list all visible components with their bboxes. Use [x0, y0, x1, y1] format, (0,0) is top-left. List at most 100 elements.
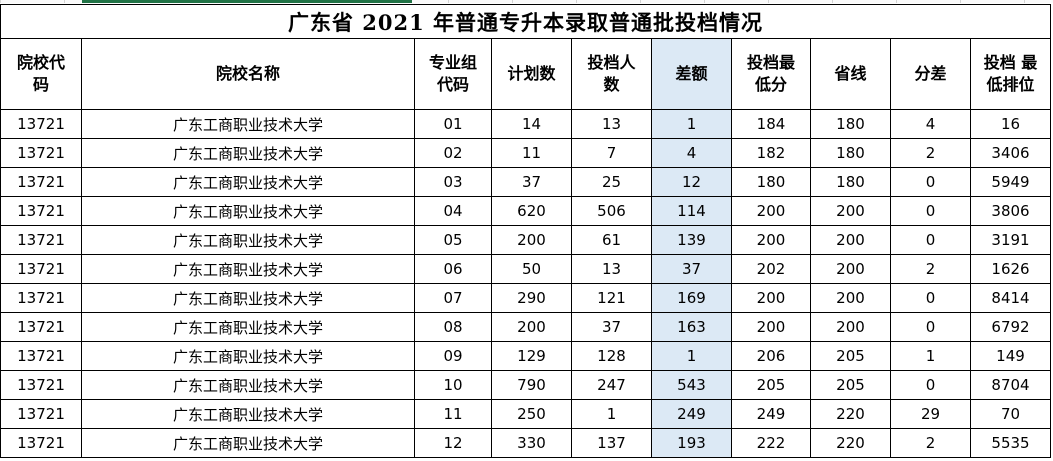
- school-code-cell[interactable]: 13721: [0, 109, 82, 139]
- diff-cell[interactable]: 169: [651, 283, 732, 313]
- gap-cell[interactable]: 2: [890, 428, 971, 458]
- diff-cell[interactable]: 114: [651, 196, 732, 226]
- line-cell[interactable]: 200: [810, 254, 891, 284]
- group-code-cell[interactable]: 08: [414, 312, 492, 342]
- filed-cell[interactable]: 61: [571, 225, 652, 255]
- gap-cell[interactable]: 2: [890, 254, 971, 284]
- filed-cell[interactable]: 137: [571, 428, 652, 458]
- rank-cell[interactable]: 3806: [970, 196, 1051, 226]
- header-min-score[interactable]: 投档最 低分: [731, 38, 811, 110]
- school-code-cell[interactable]: 13721: [0, 283, 82, 313]
- rank-cell[interactable]: 1626: [970, 254, 1051, 284]
- header-line[interactable]: 省线: [810, 38, 891, 110]
- school-code-cell[interactable]: 13721: [0, 341, 82, 371]
- plan-cell[interactable]: 129: [491, 341, 572, 371]
- school-name-cell[interactable]: 广东工商职业技术大学: [81, 428, 415, 458]
- gap-cell[interactable]: 0: [890, 312, 971, 342]
- line-cell[interactable]: 180: [810, 109, 891, 139]
- plan-cell[interactable]: 620: [491, 196, 572, 226]
- school-name-cell[interactable]: 广东工商职业技术大学: [81, 196, 415, 226]
- header-gap[interactable]: 分差: [890, 38, 971, 110]
- rank-cell[interactable]: 5535: [970, 428, 1051, 458]
- plan-cell[interactable]: 200: [491, 312, 572, 342]
- line-cell[interactable]: 200: [810, 196, 891, 226]
- filed-cell[interactable]: 1: [571, 399, 652, 429]
- header-diff[interactable]: 差额: [651, 38, 732, 110]
- school-name-cell[interactable]: 广东工商职业技术大学: [81, 138, 415, 168]
- line-cell[interactable]: 220: [810, 428, 891, 458]
- diff-cell[interactable]: 139: [651, 225, 732, 255]
- filed-cell[interactable]: 37: [571, 312, 652, 342]
- rank-cell[interactable]: 3406: [970, 138, 1051, 168]
- school-name-cell[interactable]: 广东工商职业技术大学: [81, 109, 415, 139]
- group-code-cell[interactable]: 02: [414, 138, 492, 168]
- diff-cell[interactable]: 37: [651, 254, 732, 284]
- min-score-cell[interactable]: 182: [731, 138, 811, 168]
- plan-cell[interactable]: 330: [491, 428, 572, 458]
- school-name-cell[interactable]: 广东工商职业技术大学: [81, 225, 415, 255]
- school-code-cell[interactable]: 13721: [0, 196, 82, 226]
- group-code-cell[interactable]: 12: [414, 428, 492, 458]
- school-name-cell[interactable]: 广东工商职业技术大学: [81, 254, 415, 284]
- school-code-cell[interactable]: 13721: [0, 167, 82, 197]
- rank-cell[interactable]: 6792: [970, 312, 1051, 342]
- gap-cell[interactable]: 2: [890, 138, 971, 168]
- rank-cell[interactable]: 149: [970, 341, 1051, 371]
- school-code-cell[interactable]: 13721: [0, 254, 82, 284]
- plan-cell[interactable]: 290: [491, 283, 572, 313]
- group-code-cell[interactable]: 10: [414, 370, 492, 400]
- filed-cell[interactable]: 7: [571, 138, 652, 168]
- plan-cell[interactable]: 200: [491, 225, 572, 255]
- rank-cell[interactable]: 16: [970, 109, 1051, 139]
- rank-cell[interactable]: 70: [970, 399, 1051, 429]
- gap-cell[interactable]: 1: [890, 341, 971, 371]
- gap-cell[interactable]: 0: [890, 225, 971, 255]
- rank-cell[interactable]: 5949: [970, 167, 1051, 197]
- filed-cell[interactable]: 128: [571, 341, 652, 371]
- group-code-cell[interactable]: 09: [414, 341, 492, 371]
- diff-cell[interactable]: 12: [651, 167, 732, 197]
- plan-cell[interactable]: 14: [491, 109, 572, 139]
- table-title[interactable]: 广东省 2021 年普通专升本录取普通批投档情况: [0, 4, 1051, 39]
- header-plan[interactable]: 计划数: [491, 38, 572, 110]
- min-score-cell[interactable]: 200: [731, 225, 811, 255]
- line-cell[interactable]: 220: [810, 399, 891, 429]
- line-cell[interactable]: 205: [810, 341, 891, 371]
- school-code-cell[interactable]: 13721: [0, 399, 82, 429]
- line-cell[interactable]: 180: [810, 167, 891, 197]
- min-score-cell[interactable]: 222: [731, 428, 811, 458]
- diff-cell[interactable]: 193: [651, 428, 732, 458]
- min-score-cell[interactable]: 202: [731, 254, 811, 284]
- diff-cell[interactable]: 1: [651, 109, 732, 139]
- diff-cell[interactable]: 4: [651, 138, 732, 168]
- min-score-cell[interactable]: 180: [731, 167, 811, 197]
- min-score-cell[interactable]: 200: [731, 283, 811, 313]
- filed-cell[interactable]: 506: [571, 196, 652, 226]
- min-score-cell[interactable]: 206: [731, 341, 811, 371]
- rank-cell[interactable]: 8414: [970, 283, 1051, 313]
- diff-cell[interactable]: 543: [651, 370, 732, 400]
- school-code-cell[interactable]: 13721: [0, 138, 82, 168]
- filed-cell[interactable]: 13: [571, 109, 652, 139]
- line-cell[interactable]: 200: [810, 283, 891, 313]
- header-school-name[interactable]: 院校名称: [81, 38, 415, 110]
- group-code-cell[interactable]: 04: [414, 196, 492, 226]
- plan-cell[interactable]: 37: [491, 167, 572, 197]
- gap-cell[interactable]: 29: [890, 399, 971, 429]
- filed-cell[interactable]: 25: [571, 167, 652, 197]
- school-code-cell[interactable]: 13721: [0, 312, 82, 342]
- min-score-cell[interactable]: 249: [731, 399, 811, 429]
- gap-cell[interactable]: 0: [890, 196, 971, 226]
- group-code-cell[interactable]: 03: [414, 167, 492, 197]
- group-code-cell[interactable]: 07: [414, 283, 492, 313]
- min-score-cell[interactable]: 200: [731, 312, 811, 342]
- diff-cell[interactable]: 163: [651, 312, 732, 342]
- header-school-code[interactable]: 院校代码: [0, 38, 82, 110]
- header-filed[interactable]: 投档人数: [571, 38, 652, 110]
- filed-cell[interactable]: 247: [571, 370, 652, 400]
- plan-cell[interactable]: 250: [491, 399, 572, 429]
- school-name-cell[interactable]: 广东工商职业技术大学: [81, 167, 415, 197]
- gap-cell[interactable]: 0: [890, 167, 971, 197]
- diff-cell[interactable]: 1: [651, 341, 732, 371]
- min-score-cell[interactable]: 184: [731, 109, 811, 139]
